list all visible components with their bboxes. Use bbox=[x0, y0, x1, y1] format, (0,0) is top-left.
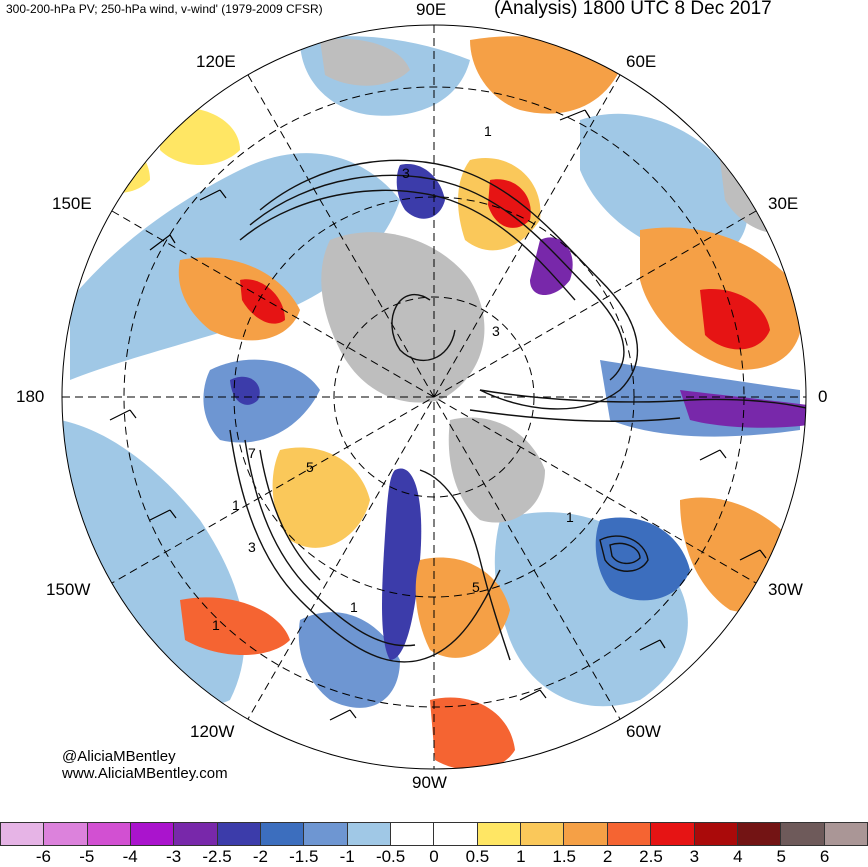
pv-anomaly-patch bbox=[595, 517, 690, 601]
colorbar-swatch bbox=[217, 822, 262, 846]
pv-anomaly-streamer bbox=[230, 376, 260, 405]
right-title: (Analysis) 1800 UTC 8 Dec 2017 bbox=[494, 0, 772, 19]
contour-label: 3 bbox=[248, 539, 256, 555]
colorbar-swatch bbox=[304, 822, 348, 846]
colorbar-tick-label: -1 bbox=[339, 847, 355, 866]
pv-anomaly-streamer bbox=[530, 237, 573, 295]
colorbar-swatch bbox=[391, 822, 435, 846]
lon-label-30w: 30W bbox=[768, 580, 803, 599]
contour-label: 3 bbox=[402, 165, 410, 181]
lon-label-180: 180 bbox=[16, 387, 45, 406]
contour-label: 1 bbox=[212, 617, 220, 633]
pv-anomaly-patch bbox=[430, 697, 515, 769]
colorbar-swatch bbox=[607, 822, 652, 846]
lon-label-150e: 150E bbox=[52, 194, 92, 213]
colorbar-swatch bbox=[694, 822, 738, 846]
contour-label: 1 bbox=[350, 599, 358, 615]
lon-label-150w: 150W bbox=[46, 580, 91, 599]
polar-map: 3 1 5 7 1 3 1 3 5 1 1 bbox=[61, 24, 807, 770]
pv-anomaly-patch bbox=[298, 612, 400, 708]
lon-label-120e: 120E bbox=[196, 52, 236, 71]
colorbar-tick-label: 3 bbox=[689, 847, 700, 866]
colorbar-tick-label: -5 bbox=[79, 847, 95, 866]
colorbar-tick-label: 1 bbox=[516, 847, 526, 866]
colorbar-swatch bbox=[87, 822, 132, 846]
colorbar-tick-label: -0.5 bbox=[375, 847, 406, 866]
high-pv-region bbox=[448, 417, 545, 523]
colorbar-swatch bbox=[434, 822, 478, 846]
lon-label-90e: 90E bbox=[416, 0, 447, 19]
contour-label: 7 bbox=[248, 445, 256, 461]
map-fill-layer: 3 1 5 7 1 3 1 3 5 1 1 bbox=[62, 25, 806, 769]
colorbar-tick-label: 6 bbox=[819, 847, 830, 866]
pv-anomaly-patch bbox=[272, 447, 370, 548]
contour-label: 1 bbox=[484, 123, 492, 139]
lon-label-90w: 90W bbox=[412, 773, 447, 792]
pv-anomaly-patch bbox=[488, 179, 531, 228]
lon-label-60e: 60E bbox=[626, 52, 657, 71]
colorbar-swatch bbox=[131, 822, 175, 846]
wind-contours bbox=[229, 159, 806, 663]
colorbar-tick-label: 2 bbox=[602, 847, 613, 866]
contour-label: 5 bbox=[306, 459, 314, 475]
contour-label: 1 bbox=[566, 509, 574, 525]
colorbar-swatch bbox=[477, 822, 522, 846]
colorbar-swatch bbox=[174, 822, 218, 846]
colorbar-tick-label: -1.5 bbox=[289, 847, 319, 866]
wind-barbs bbox=[109, 109, 767, 721]
high-pv-region bbox=[320, 38, 410, 86]
lon-label-60w: 60W bbox=[626, 722, 661, 741]
colorbar-tick-label: 1.5 bbox=[552, 847, 577, 866]
colorbar-tick-label: 0.5 bbox=[465, 847, 490, 866]
lon-label-0: 0 bbox=[818, 387, 828, 406]
colorbar-swatch bbox=[651, 822, 695, 846]
map-boundary bbox=[61, 24, 807, 770]
colorbar bbox=[0, 822, 868, 846]
colorbar-swatch bbox=[737, 822, 782, 846]
colorbar-tick-label: -4 bbox=[122, 847, 138, 866]
colorbar-tick-label: -2.5 bbox=[202, 847, 232, 866]
colorbar-tick-label: -2 bbox=[252, 847, 268, 866]
colorbar-tick-label: -3 bbox=[166, 847, 182, 866]
credit-handle: @AliciaMBentley bbox=[62, 748, 176, 765]
colorbar-swatch bbox=[261, 822, 305, 846]
pv-anomaly-streamer bbox=[382, 468, 422, 660]
pv-anomaly-patch bbox=[700, 289, 770, 350]
colorbar-swatch bbox=[564, 822, 608, 846]
credit-site: www.AliciaMBentley.com bbox=[62, 765, 228, 782]
contour-label: 1 bbox=[232, 497, 240, 513]
contour-label: 3 bbox=[492, 323, 500, 339]
high-pv-region bbox=[321, 232, 485, 403]
graticule bbox=[62, 25, 806, 769]
colorbar-swatch bbox=[521, 822, 565, 846]
colorbar-tick-label: 0 bbox=[429, 847, 439, 866]
pv-anomaly-patch bbox=[80, 137, 150, 193]
colorbar-swatch bbox=[347, 822, 392, 846]
pv-anomaly-patch bbox=[240, 279, 285, 324]
colorbar-swatch bbox=[824, 822, 868, 846]
colorbar-tick-label: 5 bbox=[776, 847, 786, 866]
colorbar-swatch bbox=[781, 822, 825, 846]
contour-labels: 3 1 5 7 1 3 1 3 5 1 1 bbox=[212, 123, 574, 633]
left-title: 300-200-hPa PV; 250-hPa wind, v-wind' (1… bbox=[6, 2, 323, 16]
colorbar-tick-label: 4 bbox=[733, 847, 743, 866]
colorbar-tick-label: 2.5 bbox=[639, 847, 663, 866]
lon-label-120w: 120W bbox=[190, 722, 235, 741]
pv-anomaly-patch bbox=[580, 113, 748, 260]
colorbar-tick-label: -6 bbox=[35, 847, 51, 866]
colorbar-swatch bbox=[44, 822, 88, 846]
contour-label: 5 bbox=[472, 579, 480, 595]
pv-anomaly-streamer bbox=[396, 164, 445, 219]
colorbar-swatch bbox=[0, 822, 45, 846]
pv-anomaly-patch bbox=[180, 597, 290, 655]
lon-label-30e: 30E bbox=[768, 194, 799, 213]
